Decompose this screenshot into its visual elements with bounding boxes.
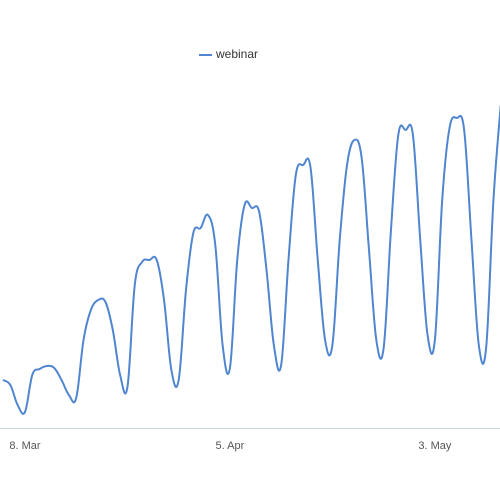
line-series bbox=[2, 104, 500, 415]
x-tick-label: 3. May bbox=[418, 440, 452, 452]
x-tick-label: 5. Apr bbox=[216, 440, 245, 452]
legend-label: webinar bbox=[215, 47, 258, 61]
plot-area bbox=[2, 104, 500, 415]
legend: webinar bbox=[199, 47, 258, 61]
x-tick-label: 8. Mar bbox=[9, 440, 41, 452]
